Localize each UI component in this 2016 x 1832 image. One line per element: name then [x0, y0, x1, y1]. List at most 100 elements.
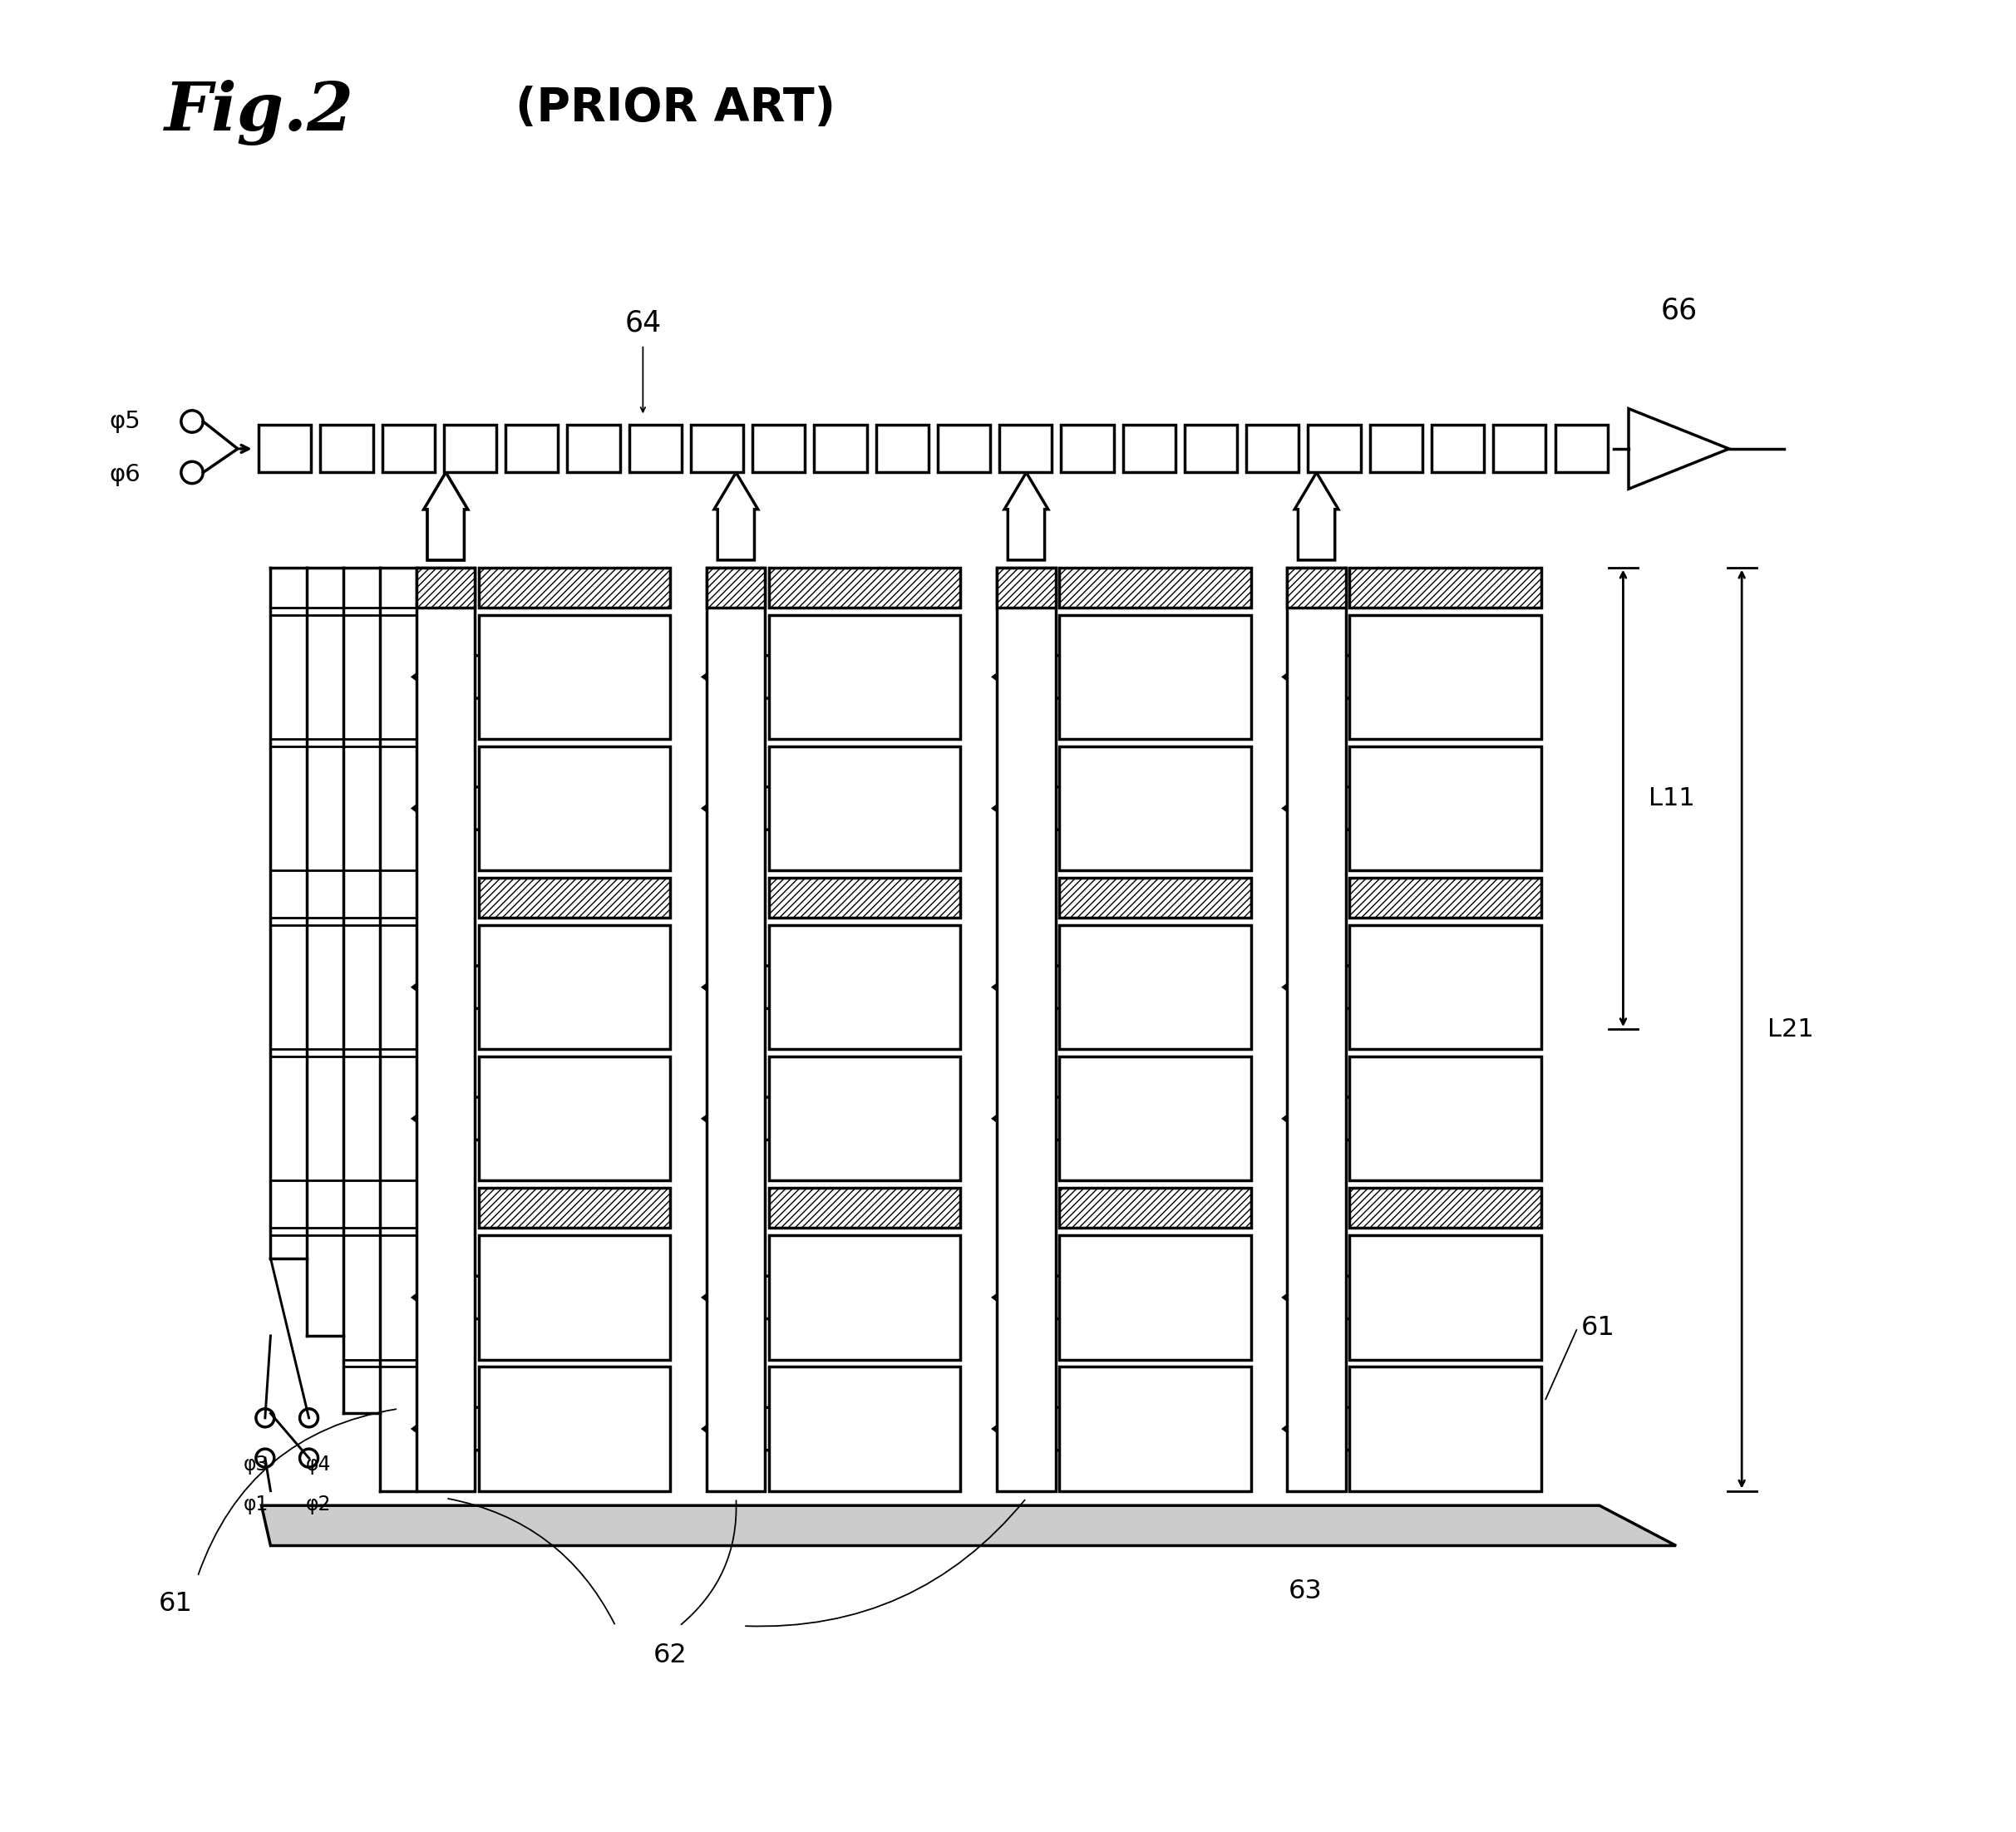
Bar	[506, 425, 558, 473]
Polygon shape	[1284, 964, 1361, 1011]
Polygon shape	[262, 1506, 1675, 1546]
Bar	[814, 425, 867, 473]
Polygon shape	[994, 1273, 1070, 1321]
Bar	[768, 878, 960, 918]
Bar	[478, 746, 669, 870]
Text: Fig.2: Fig.2	[165, 81, 355, 147]
Polygon shape	[994, 1096, 1070, 1143]
Polygon shape	[1284, 1405, 1361, 1453]
Text: L21: L21	[1768, 1017, 1814, 1041]
Text: 61: 61	[159, 1592, 194, 1618]
Bar	[768, 568, 960, 608]
Bar	[877, 425, 929, 473]
Bar	[1058, 1235, 1250, 1359]
Polygon shape	[994, 784, 1070, 832]
Bar	[566, 425, 619, 473]
Bar	[1349, 925, 1540, 1050]
Bar	[1058, 925, 1250, 1050]
Bar	[1554, 425, 1607, 473]
Polygon shape	[1284, 784, 1361, 832]
Bar	[1308, 425, 1361, 473]
Bar	[1185, 425, 1238, 473]
Bar	[708, 568, 766, 608]
Polygon shape	[704, 654, 780, 700]
Text: 63: 63	[1288, 1579, 1322, 1605]
Bar	[1288, 568, 1347, 608]
Bar	[1349, 1235, 1540, 1359]
Polygon shape	[704, 1096, 780, 1143]
Polygon shape	[1294, 473, 1339, 561]
Bar	[1431, 425, 1484, 473]
Bar	[478, 616, 669, 738]
Bar	[321, 425, 373, 473]
Text: φ4: φ4	[304, 1455, 331, 1475]
Bar	[768, 1367, 960, 1491]
Bar	[1349, 1187, 1540, 1227]
Bar	[1349, 616, 1540, 738]
Bar	[1058, 878, 1250, 918]
Bar	[1369, 425, 1423, 473]
Bar	[1058, 1057, 1250, 1180]
Bar	[752, 425, 804, 473]
Text: φ5: φ5	[109, 410, 141, 432]
Bar	[478, 1057, 669, 1180]
Bar	[768, 1187, 960, 1227]
Text: L11: L11	[1649, 786, 1695, 810]
Bar	[383, 425, 435, 473]
Bar	[1349, 746, 1540, 870]
Polygon shape	[704, 1273, 780, 1321]
Bar	[998, 568, 1056, 1491]
Polygon shape	[1284, 1273, 1361, 1321]
Bar	[768, 616, 960, 738]
Bar	[1000, 425, 1052, 473]
Bar	[1058, 568, 1250, 608]
Polygon shape	[1004, 473, 1048, 561]
Bar	[478, 1235, 669, 1359]
Polygon shape	[1284, 1096, 1361, 1143]
Polygon shape	[714, 473, 758, 561]
Polygon shape	[994, 964, 1070, 1011]
Bar	[629, 425, 681, 473]
Polygon shape	[413, 1096, 490, 1143]
Polygon shape	[413, 1273, 490, 1321]
Text: 61: 61	[1581, 1315, 1615, 1341]
Bar	[1058, 1187, 1250, 1227]
Polygon shape	[413, 654, 490, 700]
Bar	[1349, 568, 1540, 608]
Bar	[937, 425, 990, 473]
Bar	[1123, 425, 1175, 473]
Bar	[1288, 568, 1347, 1491]
Polygon shape	[994, 1405, 1070, 1453]
Bar	[1349, 1057, 1540, 1180]
Polygon shape	[423, 473, 468, 561]
Bar	[768, 746, 960, 870]
Bar	[444, 425, 496, 473]
Bar	[258, 425, 310, 473]
Bar	[998, 568, 1056, 608]
Polygon shape	[413, 964, 490, 1011]
Bar	[1058, 1367, 1250, 1491]
Text: φ2: φ2	[304, 1495, 331, 1515]
Polygon shape	[704, 784, 780, 832]
Bar	[768, 1235, 960, 1359]
Bar	[1246, 425, 1298, 473]
Text: 62: 62	[653, 1641, 687, 1669]
Polygon shape	[1284, 654, 1361, 700]
Bar	[417, 568, 476, 1491]
Polygon shape	[704, 1405, 780, 1453]
Bar	[478, 1187, 669, 1227]
Bar	[708, 568, 766, 1491]
Polygon shape	[1629, 409, 1730, 489]
Bar	[417, 568, 476, 608]
Text: (PRIOR ART): (PRIOR ART)	[516, 86, 835, 130]
Polygon shape	[704, 964, 780, 1011]
Text: 66: 66	[1661, 297, 1697, 324]
Bar	[1058, 746, 1250, 870]
Text: φ6: φ6	[109, 463, 141, 485]
Bar	[768, 1057, 960, 1180]
Text: φ3: φ3	[244, 1455, 268, 1475]
Bar	[478, 925, 669, 1050]
Bar	[1060, 425, 1113, 473]
Bar	[1494, 425, 1546, 473]
Bar	[768, 925, 960, 1050]
